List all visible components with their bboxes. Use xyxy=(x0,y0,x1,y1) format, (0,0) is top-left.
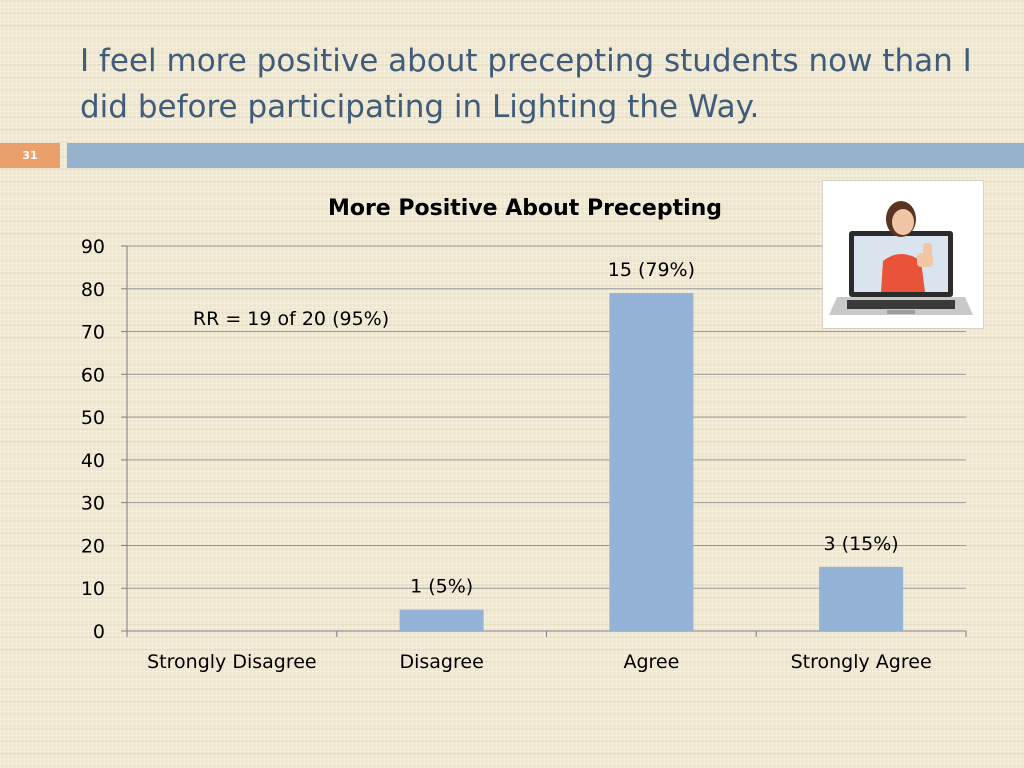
y-tick-label: 50 xyxy=(81,407,105,429)
response-rate-annotation: RR = 19 of 20 (95%) xyxy=(193,308,389,330)
bar xyxy=(399,609,484,631)
y-tick-label: 10 xyxy=(81,578,105,600)
woman-thumbs-up-laptop-icon xyxy=(822,180,984,329)
bar xyxy=(609,293,694,631)
y-tick-label: 20 xyxy=(81,535,105,557)
category-label: Strongly Disagree xyxy=(147,651,316,673)
slide-number: 31 xyxy=(0,143,60,168)
data-label: 15 (79%) xyxy=(608,259,695,281)
accent-bar xyxy=(67,143,1024,168)
y-tick-label: 30 xyxy=(81,493,105,515)
chart: More Positive About Precepting RR = 19 o… xyxy=(0,170,1024,690)
y-tick-label: 0 xyxy=(93,621,105,643)
data-label: 1 (5%) xyxy=(410,576,473,598)
data-label: 3 (15%) xyxy=(824,533,899,555)
bar xyxy=(819,566,904,631)
bar-chart: More Positive About Precepting RR = 19 o… xyxy=(81,196,967,673)
chart-title: More Positive About Precepting xyxy=(328,196,722,221)
y-tick-label: 60 xyxy=(81,364,105,386)
slide-title: I feel more positive about precepting st… xyxy=(80,43,972,125)
category-label: Strongly Agree xyxy=(791,651,932,673)
y-tick-label: 80 xyxy=(81,279,105,301)
y-tick-label: 70 xyxy=(81,322,105,344)
y-tick-label: 90 xyxy=(81,236,105,258)
category-label: Agree xyxy=(623,651,679,673)
category-label: Disagree xyxy=(399,651,483,673)
y-tick-label: 40 xyxy=(81,450,105,472)
